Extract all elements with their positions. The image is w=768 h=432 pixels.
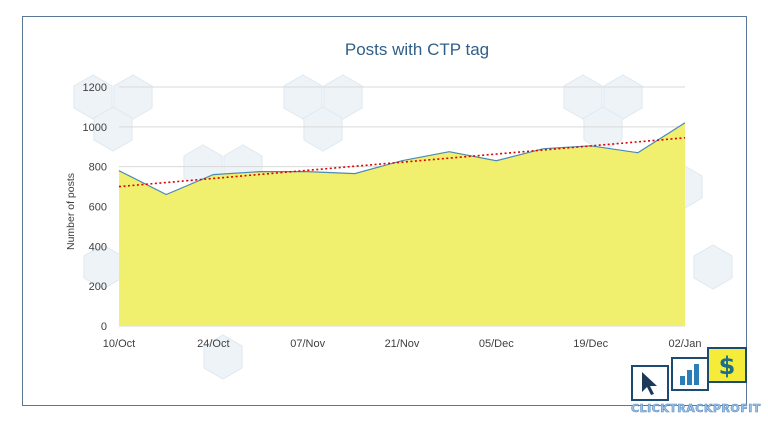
- dollar-icon: $: [719, 352, 736, 380]
- clicktrackprofit-logo: $: [631, 347, 747, 401]
- area-chart: 0 200 400 600 800 1000 1200 10/Oct 24/Oct 07/Nov…: [65, 40, 733, 380]
- y-tick-label: 600: [89, 202, 107, 214]
- cursor-icon: [642, 372, 657, 395]
- y-tick-label: 0: [101, 321, 107, 333]
- x-tick-label: 07/Nov: [290, 338, 325, 350]
- watermark-hexagon: [303, 106, 343, 152]
- watermark-hexagon: [113, 74, 153, 120]
- area-series: [119, 122, 685, 326]
- watermark-hexagon: [693, 244, 733, 290]
- watermark-hexagon: [283, 74, 323, 120]
- y-axis-ticks: 0 200 400 600 800 1000 1200: [83, 82, 107, 333]
- watermark-hexagon: [323, 74, 363, 120]
- logo-wordmark: CLICKTRACKPROFIT: [631, 402, 761, 416]
- x-tick-label: 19/Dec: [573, 338, 608, 350]
- dollar-box: [707, 347, 747, 383]
- watermark-hexagon: [563, 74, 603, 120]
- x-tick-label: 02/Jan: [668, 338, 701, 350]
- chart-frame: 0 200 400 600 800 1000 1200 10/Oct 24/Oct 07/Nov…: [22, 16, 747, 406]
- y-axis-title: Number of posts: [65, 173, 77, 250]
- watermark-hexagon: [603, 74, 643, 120]
- x-tick-label: 21/Nov: [385, 338, 420, 350]
- y-tick-label: 200: [89, 281, 107, 293]
- y-tick-label: 1200: [83, 82, 107, 94]
- bar-chart-icon: [680, 364, 699, 385]
- trendline: [118, 136, 686, 188]
- y-tick-label: 800: [89, 162, 107, 174]
- y-tick-label: 1000: [83, 122, 107, 134]
- chart-title: Posts with CTP tag: [345, 40, 489, 59]
- x-tick-label: 24/Oct: [197, 338, 229, 350]
- watermark-hexagon: [203, 334, 243, 380]
- watermark-hexagon: [93, 106, 133, 152]
- x-tick-label: 05/Dec: [479, 338, 514, 350]
- x-axis-ticks: 10/Oct 24/Oct 07/Nov 21/Nov 05/Dec 19/Dec 02/J…: [103, 338, 702, 350]
- x-tick-label: 10/Oct: [103, 338, 135, 350]
- y-tick-label: 400: [89, 241, 107, 253]
- watermark-hexagon: [73, 74, 113, 120]
